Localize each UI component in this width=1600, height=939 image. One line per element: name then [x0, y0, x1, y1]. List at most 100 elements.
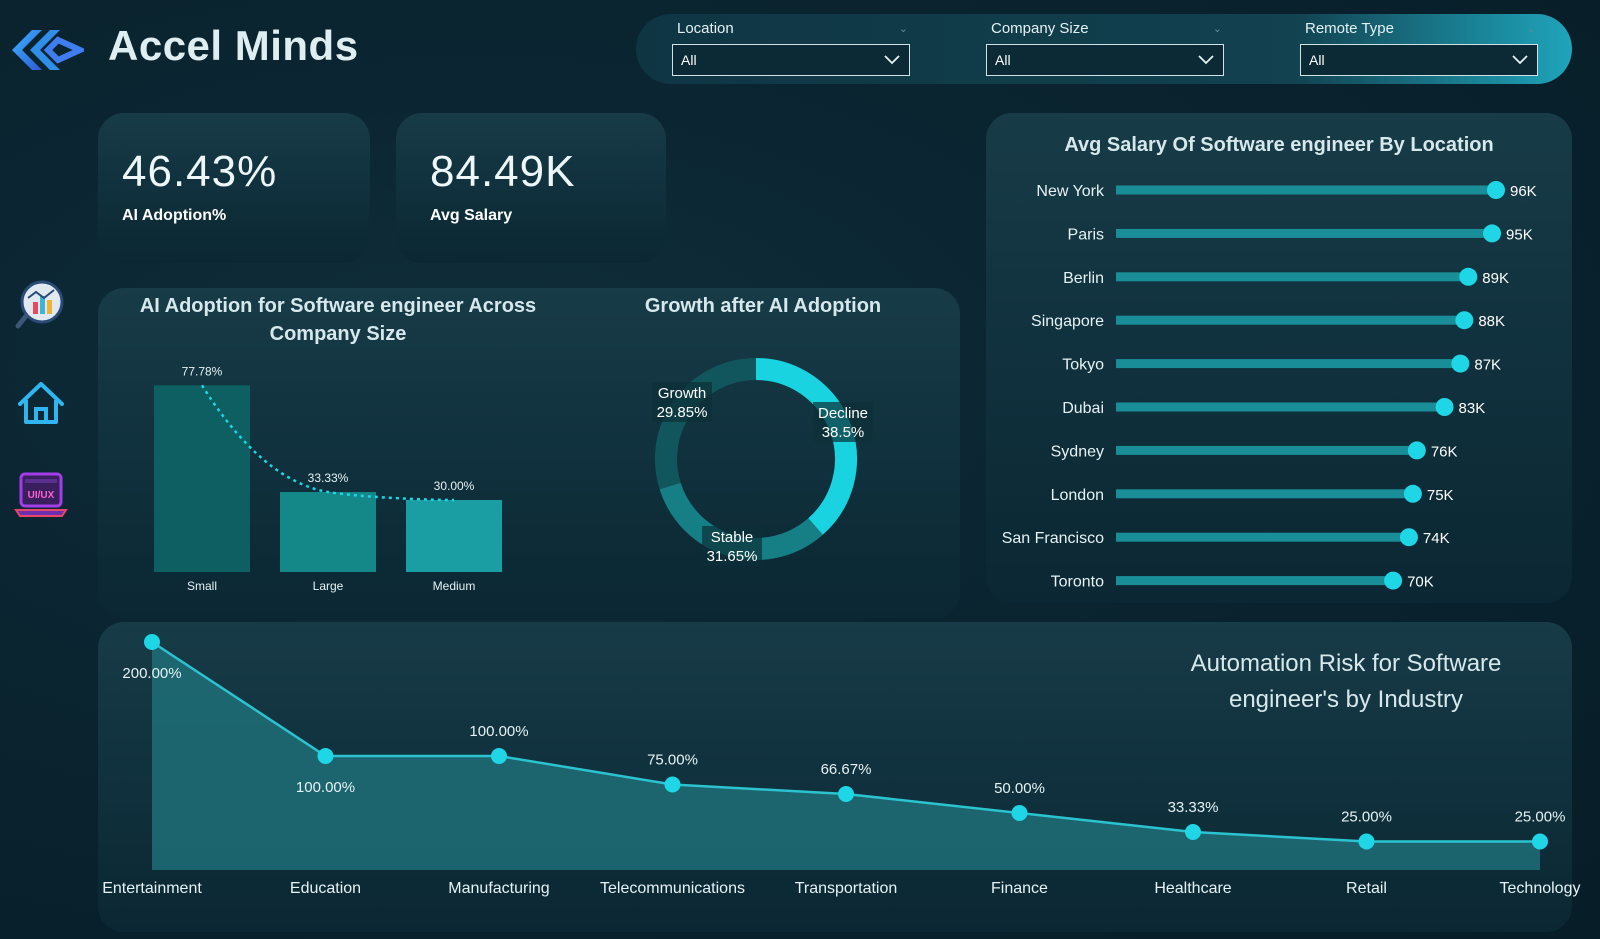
location-value-label: 74K [1423, 530, 1450, 547]
filter-location-label: Location [677, 20, 734, 37]
industry-label: Entertainment [102, 880, 202, 897]
kpi-card-avg-salary: 84.49K Avg Salary [396, 113, 666, 263]
analytics-search-icon[interactable] [14, 278, 68, 332]
area-data-label: 33.33% [1168, 799, 1219, 816]
filter-bar: Location ⌄ All Company Size ⌄ All Remote… [636, 14, 1572, 84]
location-value-label: 95K [1506, 226, 1533, 243]
area-data-label: 66.67% [821, 761, 872, 778]
location-bar-end-marker [1455, 311, 1474, 330]
kpi-ai-adoption-label: AI Adoption% [122, 207, 227, 224]
area-data-label: 25.00% [1515, 809, 1566, 826]
svg-text:UI/UX: UI/UX [28, 490, 55, 501]
location-bar-end-marker [1483, 224, 1502, 243]
location-label: Tokyo [1062, 357, 1104, 374]
industry-label: Healthcare [1154, 880, 1231, 897]
chevron-down-icon [1198, 55, 1214, 65]
location-bar [1116, 272, 1469, 282]
industry-label: Transportation [795, 880, 898, 897]
donut-slice-name: Decline [818, 405, 868, 422]
growth-chart-title: Growth after AI Adoption [644, 295, 882, 317]
app-title: Accel Minds [108, 22, 359, 69]
location-bar-end-marker [1407, 441, 1426, 460]
donut-slice-value: 38.5% [822, 424, 865, 441]
location-bar [1116, 359, 1461, 369]
location-bar [1116, 576, 1394, 586]
location-value-label: 75K [1427, 487, 1454, 504]
chevron-down-icon [884, 55, 900, 65]
location-label: New York [1036, 183, 1105, 200]
chevron-down-icon: ⌄ [1526, 23, 1536, 35]
salary-location-chart-title: Avg Salary Of Software engineer By Locat… [1064, 134, 1494, 156]
location-label: Berlin [1063, 270, 1104, 287]
ui-ux-laptop-icon[interactable]: UI/UX [14, 470, 68, 524]
area-point [1011, 805, 1028, 821]
location-value-label: 89K [1482, 270, 1509, 287]
company-size-dropdown[interactable]: All [986, 44, 1224, 76]
bar-large [280, 492, 376, 572]
location-dropdown[interactable]: All [672, 44, 910, 76]
chevron-down-icon: ⌄ [898, 23, 908, 35]
location-label: Singapore [1031, 313, 1104, 330]
bar-category-label: Small [187, 579, 217, 593]
area-data-label: 100.00% [469, 723, 528, 740]
location-bar-end-marker [1384, 571, 1403, 590]
area-data-label: 25.00% [1341, 809, 1392, 826]
area-data-label: 75.00% [647, 752, 698, 769]
location-label: London [1051, 487, 1104, 504]
location-label: Toronto [1051, 574, 1104, 591]
location-value-label: 96K [1510, 183, 1537, 200]
donut-slice-value: 31.65% [707, 548, 758, 565]
location-bar-end-marker [1435, 398, 1454, 416]
industry-label: Telecommunications [600, 880, 745, 897]
adoption-growth-card: AI Adoption for Software engineer Across… [98, 288, 960, 618]
bar-category-label: Large [313, 579, 344, 593]
chevron-down-icon [1512, 55, 1528, 65]
area-point [317, 748, 334, 764]
donut-slice-value: 29.85% [657, 404, 708, 421]
automation-risk-chart-title: Automation Risk for Software engineer's … [1190, 650, 1502, 713]
industry-label: Retail [1346, 880, 1387, 897]
filter-company-size: Company Size ⌄ All [986, 20, 1224, 76]
area-point [491, 748, 507, 764]
location-bar [1116, 532, 1409, 542]
location-bar-end-marker [1403, 484, 1422, 503]
area-data-label: 50.00% [994, 780, 1045, 797]
kpi-card-ai-adoption: 46.43% AI Adoption% [98, 113, 370, 263]
trendline [200, 384, 455, 502]
industry-label: Finance [991, 880, 1048, 897]
donut-slice-decline [755, 358, 857, 535]
home-icon[interactable] [14, 378, 68, 432]
industry-label: Education [290, 880, 361, 897]
area-point [838, 785, 854, 802]
donut-label-bg [652, 382, 712, 422]
filter-remote-type-label: Remote Type [1305, 20, 1394, 37]
location-label: San Francisco [1002, 530, 1104, 547]
kpi-ai-adoption-value: 46.43% [122, 147, 278, 196]
location-value-label: 88K [1478, 313, 1505, 330]
donut-slice-name: Stable [711, 529, 754, 546]
location-bar-end-marker [1451, 354, 1470, 373]
bar-data-label: 33.33% [308, 471, 349, 485]
location-label: Paris [1068, 226, 1104, 243]
bar-data-label: 30.00% [434, 479, 475, 493]
remote-type-dropdown[interactable]: All [1300, 44, 1538, 76]
location-bar [1116, 445, 1417, 455]
bar-small [154, 385, 250, 572]
bar-category-label: Medium [433, 579, 476, 593]
location-value-label: 70K [1407, 574, 1434, 591]
area-fill [152, 642, 1540, 870]
area-point [1358, 833, 1375, 850]
area-point [664, 776, 681, 793]
filter-company-size-label: Company Size [991, 20, 1089, 37]
location-bar [1116, 489, 1413, 499]
chevron-down-icon: ⌄ [1212, 23, 1222, 35]
location-bar [1116, 402, 1445, 412]
area-point [1532, 833, 1548, 850]
location-bar-end-marker [1459, 267, 1478, 286]
salary-location-card: Avg Salary Of Software engineer By Locat… [986, 113, 1572, 603]
area-point [144, 634, 160, 650]
donut-slice-name: Growth [658, 385, 706, 402]
salary-location-bar-chart: New York 96K Paris 95K Berlin 89K Singapore 88K… [1002, 181, 1537, 591]
area-data-label: 200.00% [122, 665, 181, 682]
location-bar [1116, 228, 1493, 238]
